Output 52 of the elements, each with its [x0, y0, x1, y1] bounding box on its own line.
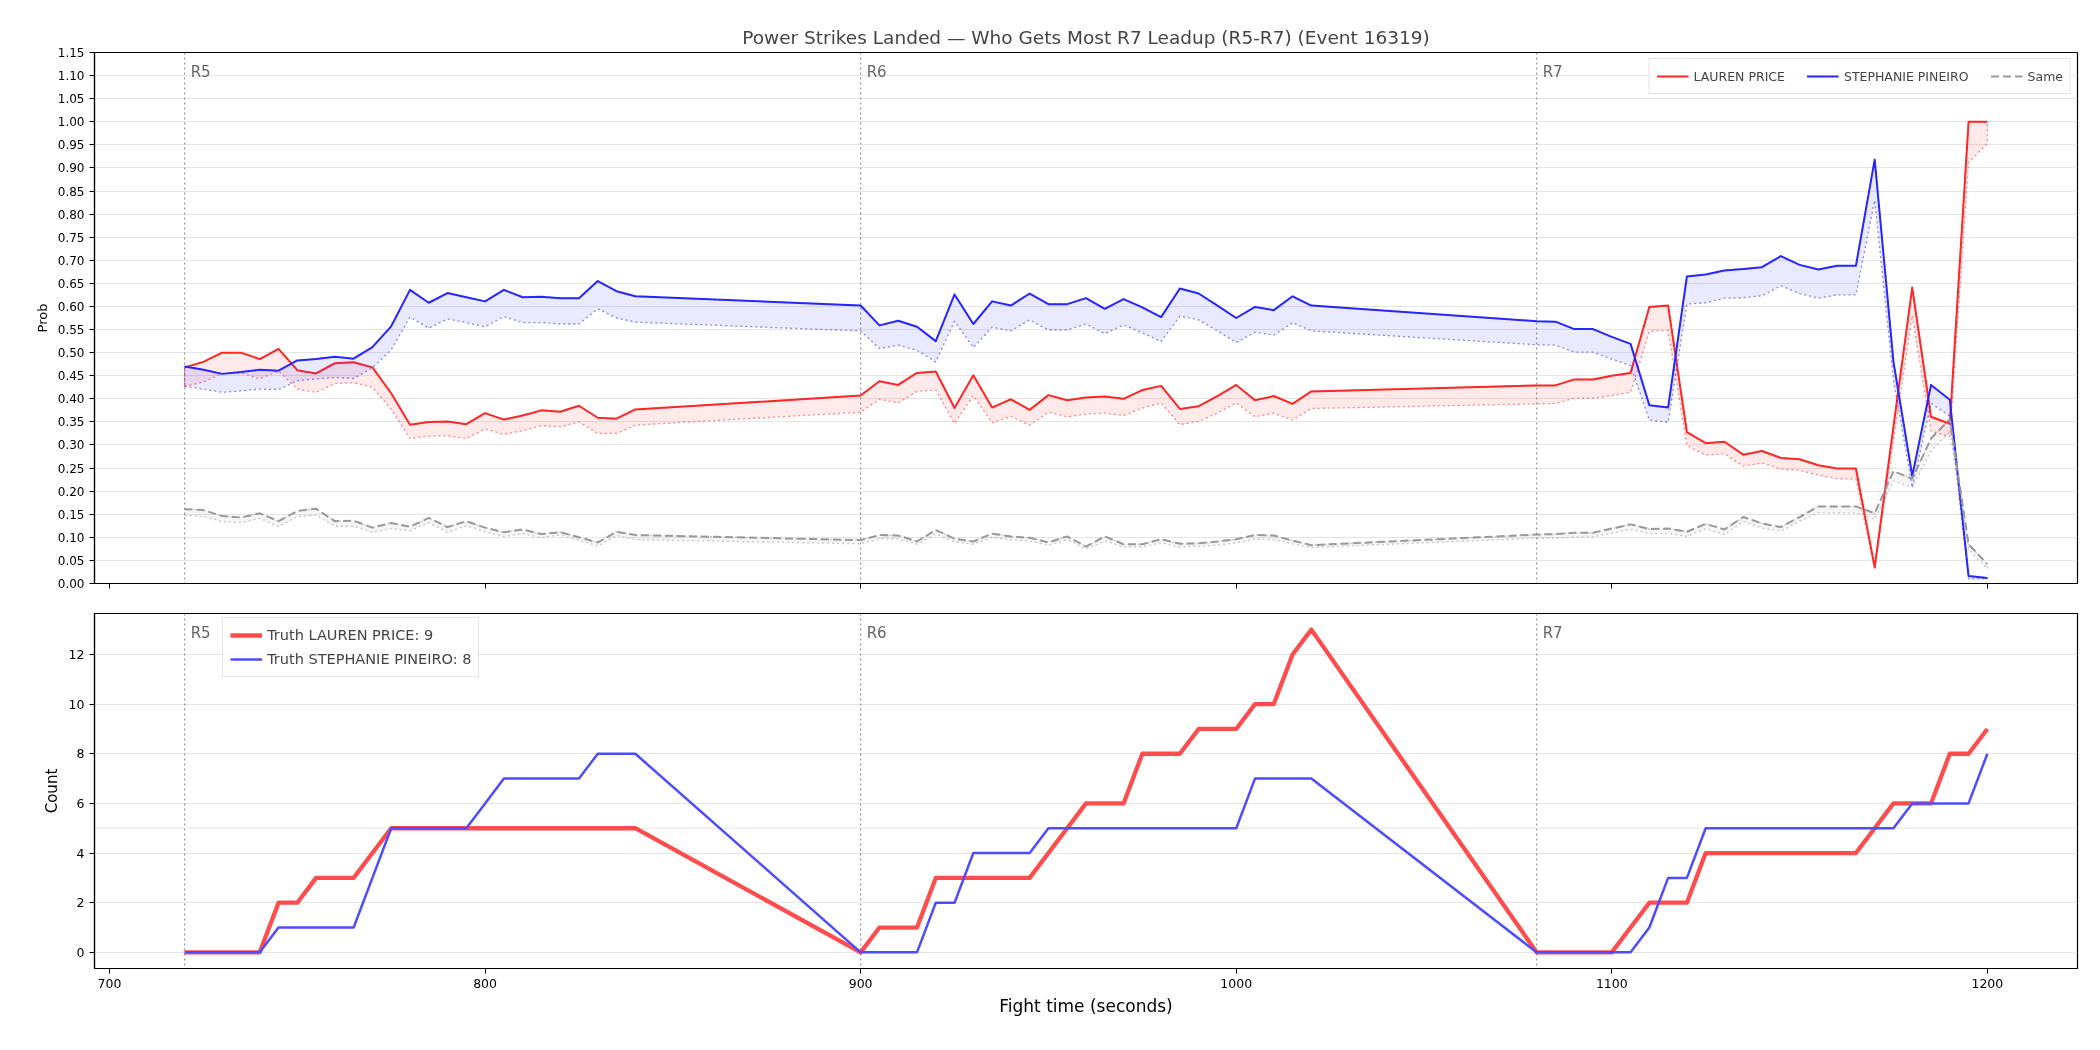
y-tick-label: 1.00	[57, 115, 85, 130]
y-tick-label: 0.90	[57, 161, 85, 176]
legend-label: STEPHANIE PINEIRO	[1843, 67, 1969, 86]
x-tick-label: 1100	[1595, 975, 1628, 991]
ref-line-label: R6	[866, 62, 887, 81]
y-tick-label: 10	[68, 696, 85, 712]
y-tick-label: 0.00	[57, 577, 85, 591]
x-tick-label: 700	[97, 975, 122, 991]
y-tick-label: 2	[76, 895, 85, 911]
chart-title: Power Strikes Landed — Who Gets Most R7 Leadup (R5-R7) (Event 16319)	[742, 26, 1430, 48]
y-tick-label: 1.15	[57, 46, 85, 60]
y-tick-label: 8	[76, 746, 85, 762]
ref-line-label: R6	[866, 623, 887, 642]
y-tick-label: 0.75	[57, 230, 85, 245]
y-tick-label: 4	[76, 845, 85, 861]
y-tick-label: 0.55	[57, 323, 85, 338]
y-tick-label: 0.15	[57, 507, 85, 522]
x-tick-label: 800	[473, 975, 498, 991]
ref-line-label: R5	[190, 623, 211, 642]
y-tick-label: 0.60	[57, 299, 85, 314]
legend-label: LAUREN PRICE	[1693, 67, 1785, 86]
legend-label: Same	[2027, 67, 2063, 86]
y-tick-label: 6	[76, 795, 85, 811]
y-tick-label: 1.10	[57, 69, 85, 84]
legend-label: Truth STEPHANIE PINEIRO: 8	[267, 650, 472, 669]
ref-line-label: R7	[1542, 62, 1563, 81]
y-tick-label: 0.45	[57, 369, 85, 384]
y-tick-label: 0.35	[57, 415, 85, 430]
y-tick-label: 0.80	[57, 207, 85, 222]
y-tick-label: 0.95	[57, 138, 85, 153]
y-tick-label: 0.50	[57, 346, 85, 361]
y-tick-label: 0.40	[57, 392, 85, 407]
y-tick-label: 0.65	[57, 276, 85, 291]
x-axis-title: Fight time (seconds)	[999, 995, 1173, 1016]
y-axis-title: Prob	[34, 303, 50, 333]
y-tick-label: 0.85	[57, 184, 85, 199]
y-tick-label: 12	[68, 646, 85, 662]
ref-line-label: R7	[1542, 623, 1563, 642]
y-tick-label: 0.70	[57, 253, 85, 268]
y-tick-label: 0.10	[57, 530, 85, 545]
x-tick-label: 1000	[1220, 975, 1253, 991]
legend-label: Truth LAUREN PRICE: 9	[267, 626, 434, 645]
y-tick-label: 1.05	[57, 92, 85, 107]
y-tick-label: 0	[76, 944, 85, 960]
y-tick-label: 0.25	[57, 461, 85, 476]
y-tick-label: 0.20	[57, 484, 85, 499]
x-tick-label: 1200	[1971, 975, 2004, 991]
x-tick-label: 900	[848, 975, 873, 991]
ref-line-label: R5	[190, 62, 211, 81]
y-tick-label: 0.30	[57, 438, 85, 453]
y-tick-label: 0.05	[57, 553, 85, 568]
y-axis-title: Count	[42, 768, 61, 814]
